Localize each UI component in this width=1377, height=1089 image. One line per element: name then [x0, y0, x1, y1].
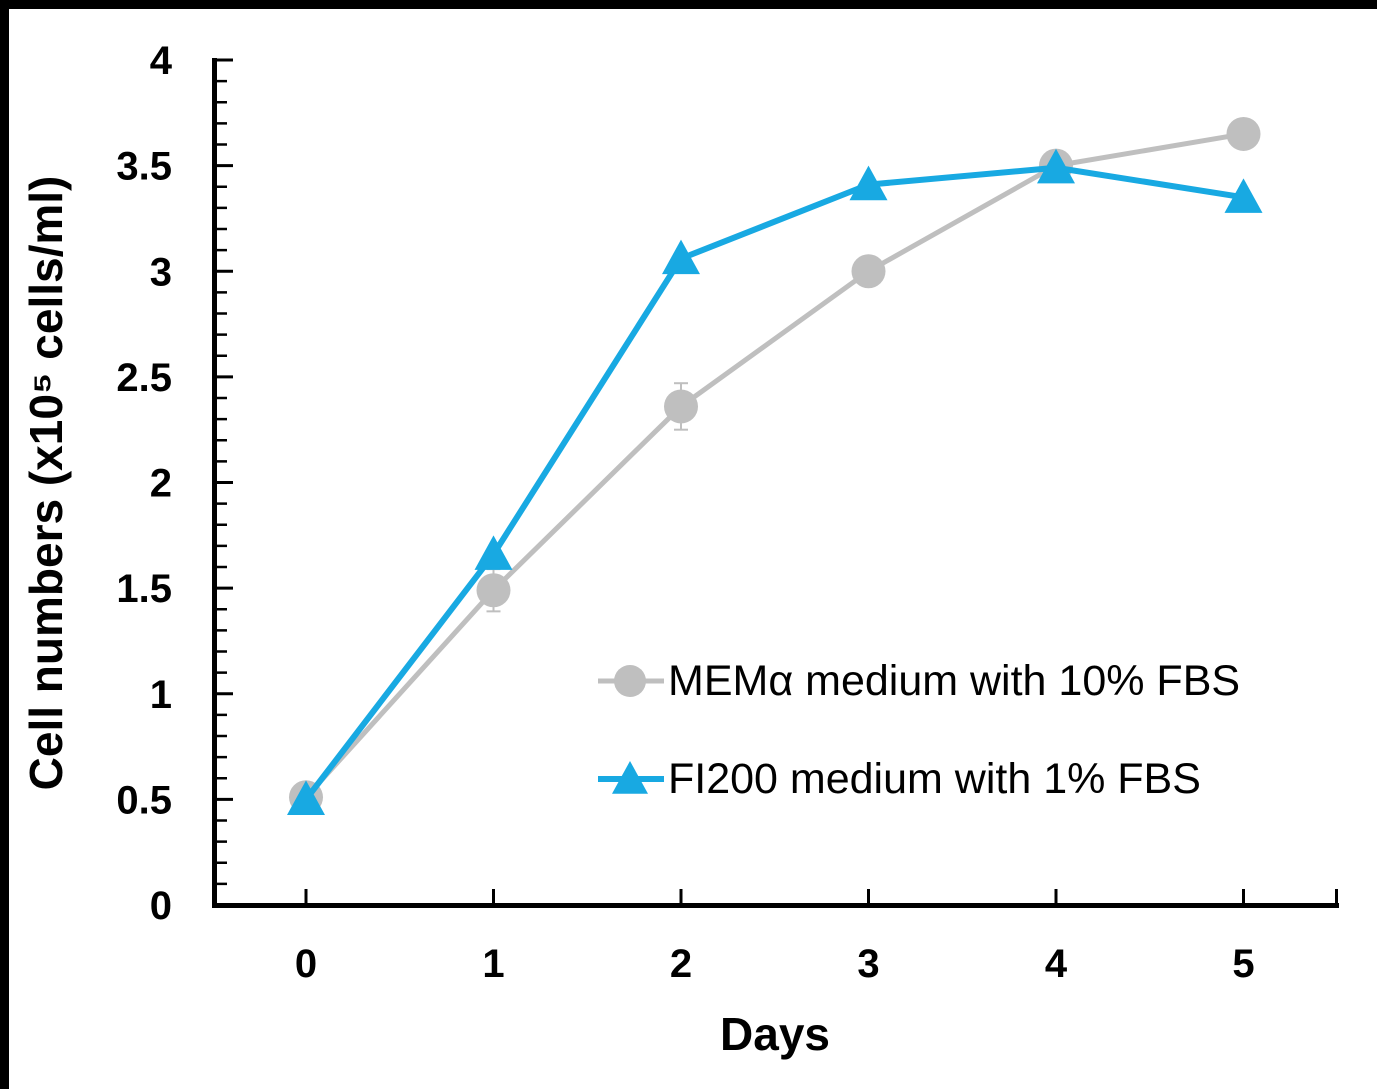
y-axis-title: Cell numbers (x10⁵ cells/ml): [20, 176, 72, 791]
y-tick-label: 2: [150, 462, 172, 506]
y-tick-label: 3.5: [116, 145, 172, 189]
legend-item: MEMα medium with 10% FBS: [598, 657, 1240, 705]
x-tick-label: 3: [857, 942, 879, 986]
series-fi200: [287, 148, 1263, 815]
x-tick-label: 4: [1045, 942, 1068, 986]
circle-marker: [614, 665, 646, 697]
y-axis-ticks: [217, 58, 233, 907]
triangle-marker: [287, 780, 325, 815]
circle-marker: [664, 389, 698, 424]
triangle-marker: [1224, 178, 1263, 213]
circle-marker: [1226, 116, 1261, 151]
triangle-marker: [662, 239, 700, 275]
circle-marker: [851, 254, 886, 289]
series-line: [304, 131, 1244, 799]
legend: MEMα medium with 10% FBS FI200 medium wit…: [598, 657, 1240, 803]
x-tick-label: 5: [1232, 942, 1254, 986]
y-tick-label: 0.5: [116, 778, 172, 822]
figure-border-top: [0, 0, 1377, 9]
x-tick-labels: 0 1 2 3 4 5: [295, 942, 1255, 986]
triangle-marker: [849, 165, 888, 201]
y-tick-label: 1: [150, 673, 172, 717]
triangle-marker: [1037, 148, 1075, 184]
triangle-marker: [612, 761, 648, 794]
y-tick-label: 0: [150, 884, 172, 928]
y-tick-label: 3: [150, 250, 172, 294]
y-tick-label: 4: [150, 39, 173, 83]
circle-marker: [476, 573, 511, 608]
y-tick-label: 2.5: [116, 356, 172, 400]
triangle-marker: [474, 535, 513, 570]
x-tick-label: 1: [482, 942, 504, 986]
y-tick-labels: 0 0.5 1 1.5 2 2.5 3 3.5 4: [116, 39, 172, 928]
axes: [212, 58, 1339, 908]
x-axis-title: Days: [720, 1008, 830, 1060]
y-tick-label: 1.5: [116, 567, 172, 611]
figure-border-left: [0, 0, 9, 1089]
x-axis-ticks: [304, 889, 1338, 904]
series-mem-alpha: [289, 116, 1261, 815]
x-tick-label: 2: [670, 942, 692, 986]
legend-label: MEMα medium with 10% FBS: [668, 657, 1240, 705]
legend-label: FI200 medium with 1% FBS: [668, 755, 1201, 803]
x-tick-label: 0: [295, 942, 317, 986]
series-line: [303, 164, 1244, 802]
legend-item: FI200 medium with 1% FBS: [598, 755, 1201, 803]
